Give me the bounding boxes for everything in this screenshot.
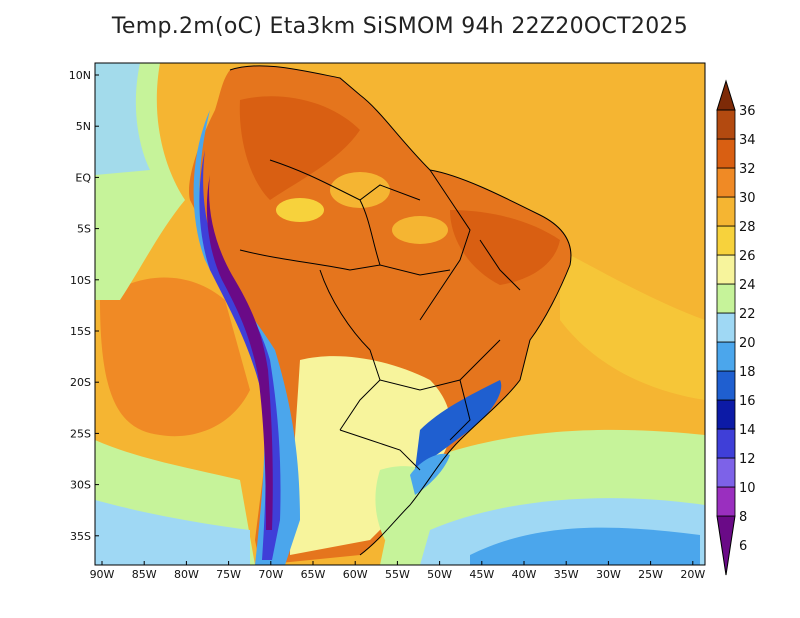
lon-label: 70W xyxy=(258,568,283,581)
border-1 xyxy=(269,159,421,201)
colorbar-arrow-low xyxy=(716,515,736,576)
amazon-spot-1 xyxy=(330,172,390,208)
border-2 xyxy=(239,249,451,276)
lon-label: 45W xyxy=(469,568,494,581)
lat-label: 10N xyxy=(69,69,91,82)
colorbar-label: 10 xyxy=(739,481,756,496)
lat-label: 5S xyxy=(77,223,91,236)
pacific-warm-region xyxy=(100,277,250,437)
lon-label: 50W xyxy=(427,568,452,581)
border-9 xyxy=(449,379,471,441)
coastline xyxy=(229,65,572,556)
lon-label: 85W xyxy=(132,568,157,581)
colorbar-label: 28 xyxy=(739,220,756,235)
colorbar-segment xyxy=(716,283,736,314)
lat-label: 5N xyxy=(76,120,91,133)
amazon-spot-3 xyxy=(276,198,324,222)
colorbar-segment xyxy=(716,225,736,256)
border-5 xyxy=(419,169,471,321)
colorbar-label: 18 xyxy=(739,365,756,380)
border-3 xyxy=(319,269,381,431)
colorbar-segment xyxy=(716,486,736,517)
colorbar-label: 8 xyxy=(739,510,747,525)
colorbar-segment xyxy=(716,167,736,198)
colorbar-label: 14 xyxy=(739,423,756,438)
southern-land-mild xyxy=(290,356,451,555)
country-borders xyxy=(229,65,572,556)
border-8 xyxy=(359,199,381,266)
colorbar-label: 34 xyxy=(739,133,756,148)
lat-label: 15S xyxy=(70,325,91,338)
lon-label: 75W xyxy=(216,568,241,581)
colorbar-label: 32 xyxy=(739,162,756,177)
lon-label: 40W xyxy=(512,568,537,581)
lat-label: 35S xyxy=(70,530,91,543)
border-6 xyxy=(479,239,521,291)
colorbar-label: 24 xyxy=(739,278,756,293)
pacific-cool-belt-2 xyxy=(95,63,150,175)
south-pacific-cold xyxy=(95,500,250,565)
lat-label: 30S xyxy=(70,479,91,492)
colorbar-label: 20 xyxy=(739,336,756,351)
lat-label: 10S xyxy=(70,274,91,287)
lon-label: 55W xyxy=(385,568,410,581)
map-title: Temp.2m(oC) Eta3km SiSMOM 94h 22Z20OCT20… xyxy=(111,14,689,39)
colorbar-label: 22 xyxy=(739,307,756,322)
hot-interior xyxy=(239,96,360,200)
map-frame xyxy=(94,62,706,566)
colorbar-segment xyxy=(716,312,736,343)
latitude-axis: 10N 5N EQ 5S 10S 15S 20S 25S 30S 35S xyxy=(69,69,99,543)
hot-northeast xyxy=(450,210,560,285)
lat-label: EQ xyxy=(75,171,91,184)
colorbar-label: 36 xyxy=(739,104,756,119)
lon-label: 80W xyxy=(174,568,199,581)
lat-label: 25S xyxy=(70,427,91,440)
colorbar-label: 12 xyxy=(739,452,756,467)
lon-label: 20W xyxy=(680,568,705,581)
colorbar-segment xyxy=(716,428,736,459)
coastal-cold-strip xyxy=(415,380,502,470)
colorbar-label: 30 xyxy=(739,191,756,206)
map-field xyxy=(95,63,705,565)
andes-peak-band xyxy=(206,175,273,530)
colorbar-segment xyxy=(716,457,736,488)
border-7 xyxy=(339,429,421,471)
colorbar: 6 8 10 12 14 16 18 20 22 24 26 28 30 32 34 36 xyxy=(716,79,756,576)
colorbar-segment xyxy=(716,254,736,285)
colorbar-segment xyxy=(716,109,736,140)
lon-label: 90W xyxy=(90,568,115,581)
lat-label: 20S xyxy=(70,376,91,389)
longitude-axis: 90W 85W 80W 75W 70W 65W 60W 55W 50W 45W 40W 35W 30W 2… xyxy=(90,561,705,581)
colorbar-arrow-high xyxy=(716,79,736,111)
amazon-spot-2 xyxy=(392,216,448,244)
colorbar-segment xyxy=(716,399,736,430)
colorbar-segment xyxy=(716,370,736,401)
colorbar-segment xyxy=(716,138,736,169)
colorbar-segment xyxy=(716,196,736,227)
colorbar-label: 6 xyxy=(739,539,747,554)
colorbar-segment xyxy=(716,341,736,372)
colorbar-label: 16 xyxy=(739,394,756,409)
lon-label: 65W xyxy=(301,568,326,581)
south-atlantic-cold xyxy=(470,527,700,565)
lon-label: 35W xyxy=(554,568,579,581)
lon-label: 30W xyxy=(596,568,621,581)
lon-label: 60W xyxy=(343,568,368,581)
lon-label: 25W xyxy=(638,568,663,581)
atlantic-warm-region xyxy=(560,250,705,400)
colorbar-label: 26 xyxy=(739,249,756,264)
